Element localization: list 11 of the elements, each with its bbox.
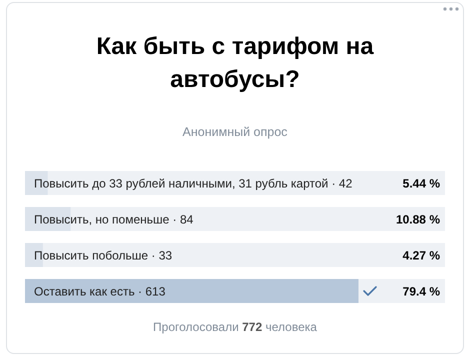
y-tick-label: Повысить побольше · 33 bbox=[34, 248, 172, 262]
y-tick-label: Повысить, но поменьше · 84 bbox=[34, 212, 194, 226]
y-tick-label: Оставить как есть · 613 bbox=[34, 284, 166, 298]
text: Проголосовали 772 человека bbox=[153, 320, 318, 334]
chart-title: Как быть с тарифом на автобусы? bbox=[95, 32, 375, 95]
y-tick-label: Повысить до 33 рублей наличными, 31 рубль картой · 42 bbox=[34, 176, 353, 190]
chart-subtitle: Анонимный опрос bbox=[182, 125, 288, 139]
data-label: 5.44 % bbox=[402, 176, 440, 190]
data-label: 4.27 % bbox=[402, 248, 440, 262]
data-label: 10.88 % bbox=[396, 212, 440, 226]
data-label: 79.4 % bbox=[402, 284, 440, 298]
